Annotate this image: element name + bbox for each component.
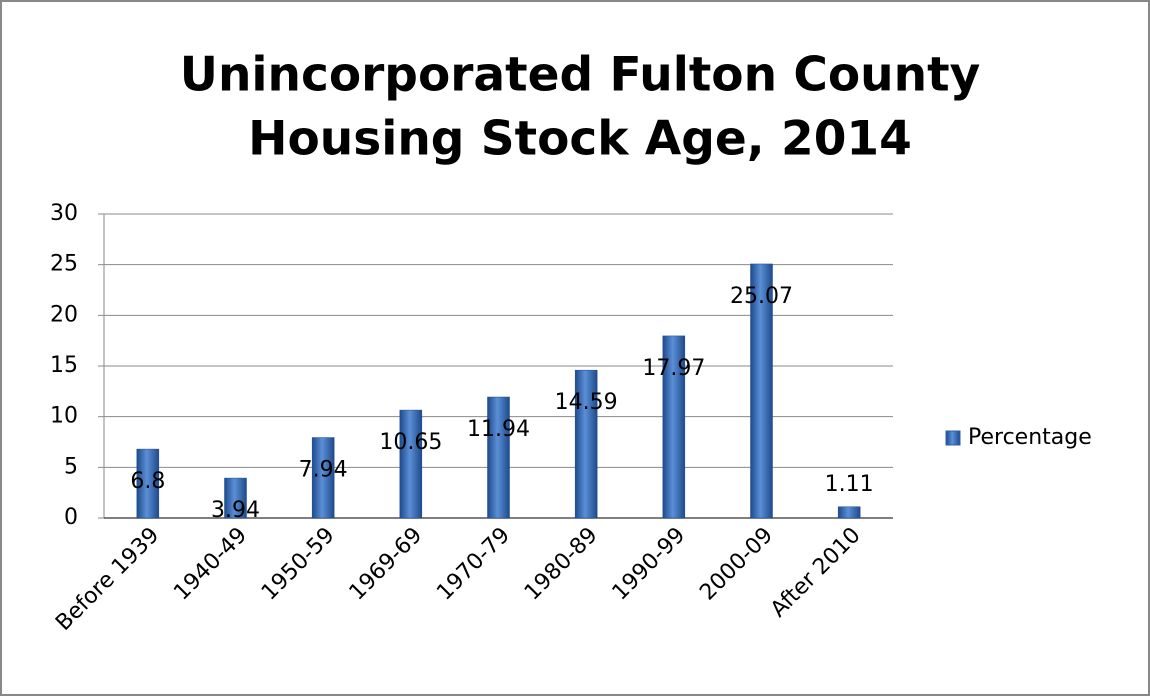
y-tick-label: 25	[50, 252, 78, 277]
bar	[837, 506, 861, 519]
legend-swatch	[945, 430, 961, 446]
data-label: 10.65	[379, 430, 442, 455]
data-label: 14.59	[555, 390, 618, 415]
y-tick-label: 30	[50, 201, 78, 226]
data-label: 1.11	[825, 472, 874, 497]
data-label: 25.07	[730, 284, 793, 309]
data-label: 17.97	[642, 356, 705, 381]
bar	[399, 409, 423, 519]
bar	[224, 477, 247, 519]
chart-title: Housing Stock Age, 2014	[248, 112, 912, 167]
chart-title: Unincorporated Fulton County	[180, 48, 980, 103]
data-label: 7.94	[299, 458, 348, 483]
bar	[311, 437, 335, 519]
legend-label: Percentage	[968, 425, 1092, 450]
y-tick-label: 20	[50, 302, 78, 327]
bar	[662, 335, 686, 519]
bar	[750, 263, 773, 519]
data-label: 11.94	[467, 417, 530, 442]
bar	[136, 448, 160, 519]
bar	[487, 396, 510, 519]
y-tick-label: 10	[50, 404, 78, 429]
data-label: 6.8	[130, 469, 165, 494]
data-label: 3.94	[211, 498, 260, 523]
bar	[574, 369, 598, 519]
y-tick-label: 0	[64, 505, 78, 530]
y-tick-label: 15	[50, 353, 78, 378]
y-tick-label: 5	[64, 454, 78, 479]
